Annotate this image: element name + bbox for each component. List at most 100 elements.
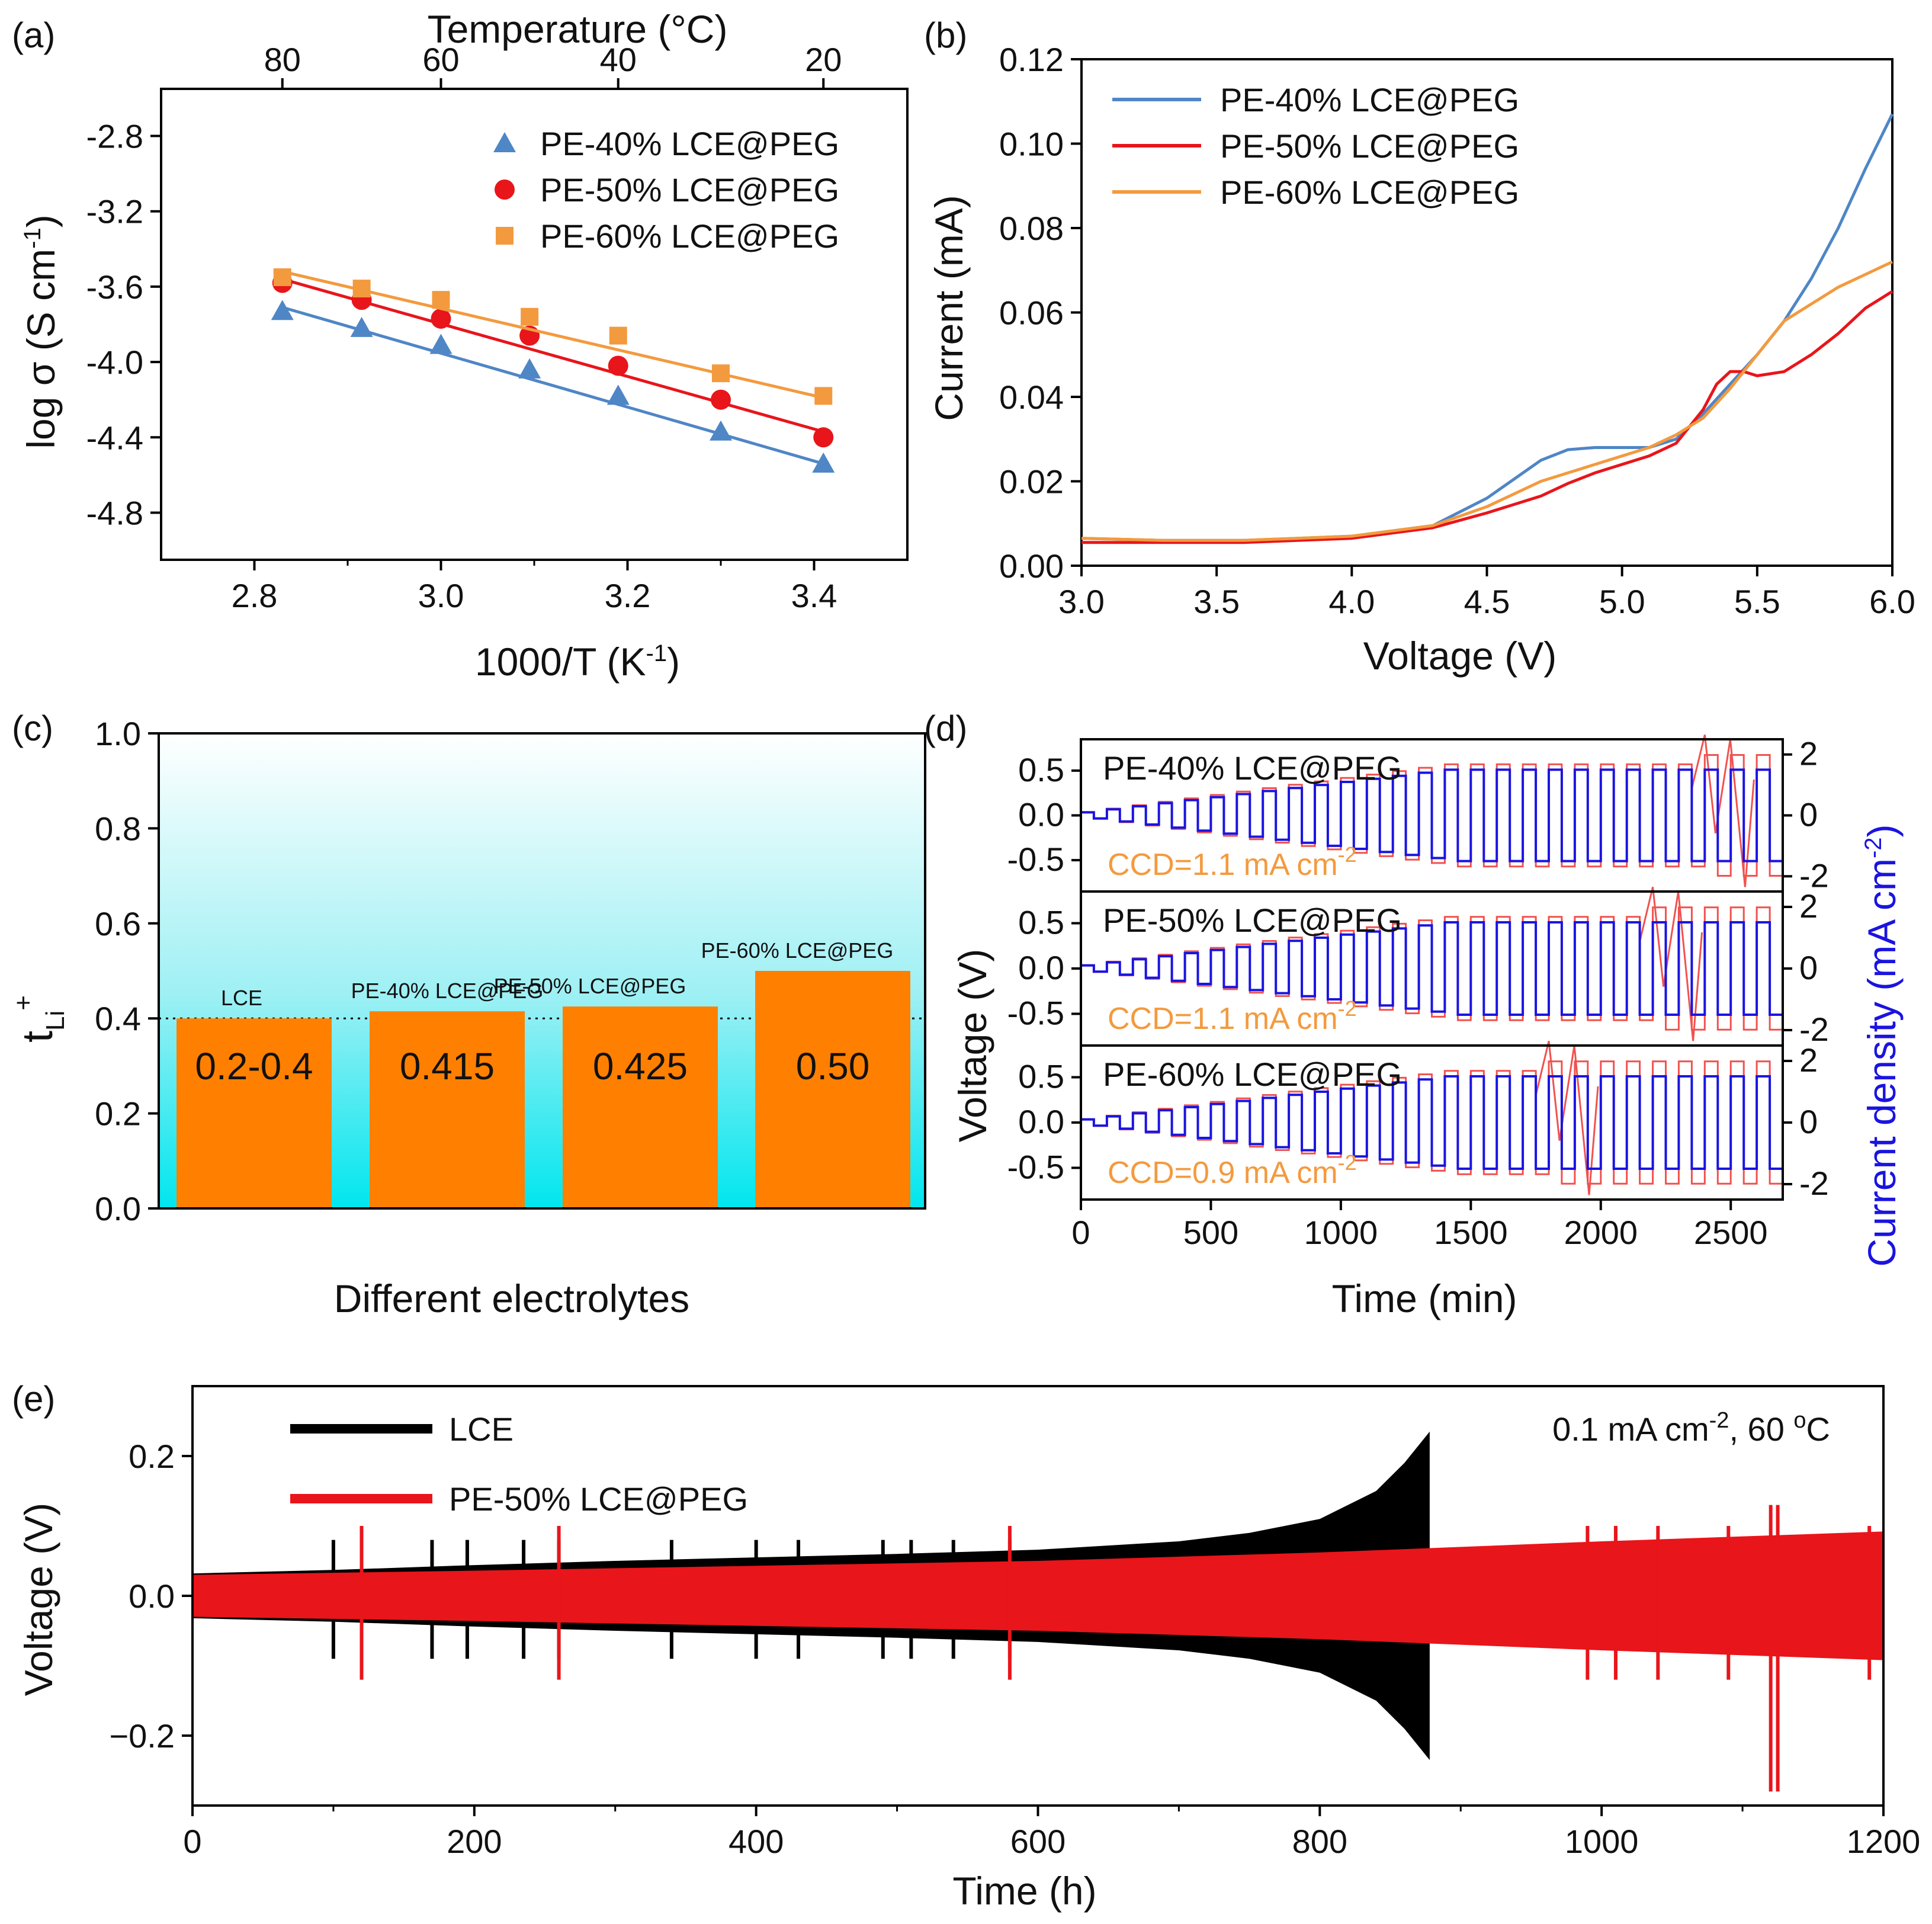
panel-a-data-point — [271, 300, 294, 320]
panel-d-ccd-label: CCD=1.1 mA cm-2 — [1108, 842, 1357, 882]
panel-d-x-tick-label: 1000 — [1304, 1214, 1378, 1251]
panel-d-y-tick-label: -0.5 — [1007, 994, 1065, 1031]
panel-a-legend-label: PE-60% LCE@PEG — [540, 217, 839, 255]
panel-e-legend-label: LCE — [449, 1410, 514, 1448]
panel-b-y-tick-label: 0.04 — [999, 379, 1064, 416]
panel-d-y2-tick-label: -2 — [1799, 1165, 1829, 1202]
panel-b-y-tick-label: 0.06 — [999, 294, 1064, 332]
panel-a-data-point — [431, 308, 451, 329]
panel-b-y-tick-label: 0.10 — [999, 126, 1064, 163]
panel-c-transference-bars: (c) Different electrolytes tLi+ 0.2-0.4 L… — [9, 708, 926, 1320]
panel-d-voltage-trace — [1080, 1060, 1783, 1185]
panel-c-y-tick-label: 1.0 — [95, 715, 141, 752]
panel-d-subplot-title: PE-40% LCE@PEG — [1103, 749, 1402, 787]
panel-d-y-tick-label: 0.0 — [1018, 796, 1064, 833]
panel-b-x-tick-label: 5.0 — [1599, 583, 1645, 620]
panel-c-y-tick-label: 0.2 — [95, 1095, 141, 1133]
panel-d-y2-tick-label: 2 — [1799, 1041, 1818, 1079]
panel-c-y-tick-label: 0.4 — [95, 1000, 141, 1037]
panel-b-x-tick-label: 3.0 — [1058, 583, 1105, 620]
panel-c-label: (c) — [12, 708, 53, 748]
panel-c-bar-category: PE-50% LCE@PEG — [494, 974, 686, 998]
panel-b-x-tick-label: 3.5 — [1193, 583, 1240, 620]
panel-b-legend-label: PE-50% LCE@PEG — [1220, 127, 1519, 165]
panel-a-data-point — [432, 291, 450, 309]
panel-d-voltage-trace — [1080, 906, 1783, 1031]
panel-d-voltage-trace — [1080, 754, 1783, 877]
panel-a-x-tick-label: 3.4 — [791, 577, 837, 614]
panel-b-y-tick-label: 0.08 — [999, 210, 1064, 247]
panel-a-y-axis-title: log σ (S cm-1) — [19, 214, 63, 448]
panel-a-top-tick-label: 20 — [805, 41, 842, 78]
panel-a-y-tick-label: -4.8 — [86, 495, 144, 532]
panel-a-data-point — [606, 384, 630, 405]
panel-a-data-point — [350, 316, 373, 337]
panel-d-y2-tick-label: 2 — [1799, 735, 1818, 772]
panel-d-y-tick-label: 0.0 — [1018, 949, 1064, 986]
panel-e-y-tick-label: 0.0 — [129, 1577, 175, 1615]
panel-d-y-tick-label: 0.5 — [1018, 1058, 1064, 1095]
panel-d-y-tick-label: -0.5 — [1007, 841, 1065, 878]
panel-d-y2-tick-label: -2 — [1799, 1011, 1829, 1048]
panel-d-y2-tick-label: 0 — [1799, 796, 1818, 833]
panel-d-current-trace — [1080, 1075, 1783, 1170]
panel-d-y-tick-label: 0.0 — [1018, 1103, 1064, 1140]
panel-a-data-point — [812, 452, 835, 473]
panel-d-short-circuit-spike — [1535, 1041, 1599, 1195]
panel-a-y-tick-label: -4.0 — [86, 344, 144, 381]
panel-c-y-axis-title: tLi+ — [9, 995, 70, 1043]
panel-b-label: (b) — [924, 15, 967, 55]
panel-c-bar-category: LCE — [221, 986, 262, 1010]
panel-b-x-tick-label: 4.5 — [1464, 583, 1510, 620]
panel-a-data-point — [518, 358, 541, 379]
panel-d-short-circuit-spike — [1690, 735, 1755, 887]
panel-a-fit-line — [282, 270, 824, 399]
panel-d-y2-axis-title: Current density (mA cm-2) — [1860, 824, 1904, 1266]
panel-a-fit-line — [282, 306, 824, 466]
panel-d-subplot-title: PE-50% LCE@PEG — [1103, 902, 1402, 939]
panel-a-x-tick-label: 3.2 — [605, 577, 651, 614]
panel-a-legend-label: PE-50% LCE@PEG — [540, 171, 839, 209]
panel-b-x-tick-label: 4.0 — [1328, 583, 1375, 620]
panel-e-x-tick-label: 800 — [1292, 1823, 1347, 1860]
panel-d-y-axis-title: Voltage (V) — [951, 949, 994, 1143]
panel-e-x-tick-label: 1000 — [1565, 1823, 1639, 1860]
panel-c-bar — [176, 1018, 332, 1208]
panel-c-bar-value: 0.50 — [796, 1045, 870, 1088]
panel-d-y-tick-label: 0.5 — [1018, 751, 1064, 788]
panel-d-label: (d) — [924, 708, 967, 748]
panel-a-x-axis-title: 1000/T (K-1) — [475, 640, 680, 684]
panel-a-data-point — [273, 268, 291, 286]
panel-b-y-tick-label: 0.02 — [999, 463, 1064, 501]
panel-d-y2-tick-label: 0 — [1799, 1103, 1818, 1140]
panel-d-current-trace — [1080, 768, 1783, 862]
panel-a-legend-marker — [493, 132, 516, 152]
panel-b-x-tick-label: 6.0 — [1869, 583, 1915, 620]
panel-a-top-tick-label: 80 — [264, 41, 301, 78]
panel-a-y-tick-label: -2.8 — [86, 118, 144, 155]
panel-d-x-tick-label: 2000 — [1564, 1214, 1638, 1251]
panel-d-y-tick-label: 0.5 — [1018, 904, 1064, 941]
panel-e-legend-label: PE-50% LCE@PEG — [449, 1480, 748, 1518]
panel-d-x-axis-title: Time (min) — [1332, 1277, 1517, 1320]
panel-a-data-point — [710, 420, 732, 441]
panel-d-y2-tick-label: -2 — [1799, 857, 1829, 894]
panel-d-y2-tick-label: 0 — [1799, 949, 1818, 986]
panel-c-bar — [563, 1006, 718, 1208]
panel-b-legend-label: PE-60% LCE@PEG — [1220, 174, 1519, 211]
panel-a-y-tick-label: -4.4 — [86, 419, 144, 456]
panel-b-series-line — [1081, 260, 1894, 542]
panel-d-ccd-plot: (d) Time (min) Voltage (V) Current densi… — [924, 708, 1904, 1320]
panel-a-y-tick-label: -3.6 — [86, 268, 144, 306]
panel-e-x-axis-title: Time (h) — [952, 1869, 1096, 1913]
panel-b-series-line — [1081, 290, 1894, 544]
panel-a-top-tick-label: 60 — [422, 41, 459, 78]
panel-b-legend-label: PE-40% LCE@PEG — [1220, 81, 1519, 118]
panel-c-bar-category: PE-60% LCE@PEG — [701, 938, 894, 963]
panel-a-data-point — [521, 307, 539, 326]
panel-d-y-tick-label: -0.5 — [1007, 1148, 1065, 1185]
panel-c-bar — [370, 1011, 525, 1208]
panel-e-x-tick-label: 0 — [183, 1823, 201, 1860]
panel-b-y-tick-label: 0.12 — [999, 41, 1064, 78]
